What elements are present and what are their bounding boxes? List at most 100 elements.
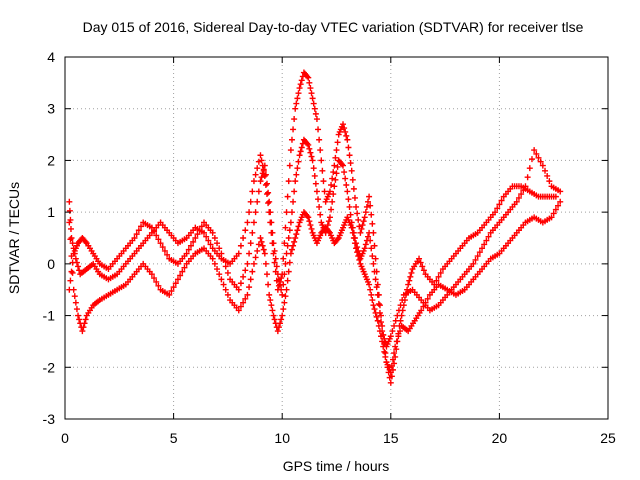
data-point	[345, 144, 352, 151]
data-point	[375, 322, 382, 329]
data-point	[328, 181, 335, 188]
data-point	[378, 333, 385, 340]
data-point	[355, 216, 362, 223]
data-point	[367, 286, 374, 293]
data-point	[81, 320, 88, 327]
data-point	[395, 333, 402, 340]
data-point	[67, 277, 74, 284]
data-point	[271, 247, 278, 254]
data-point	[262, 260, 269, 267]
data-point	[485, 233, 492, 240]
data-point	[354, 249, 361, 256]
data-point	[353, 203, 360, 210]
data-point	[544, 172, 551, 179]
data-point	[533, 150, 540, 157]
data-point	[331, 162, 338, 169]
data-point	[364, 198, 371, 205]
data-point	[179, 268, 186, 275]
data-point	[304, 213, 311, 220]
data-point	[294, 95, 301, 102]
data-point	[292, 178, 299, 185]
data-point	[209, 229, 216, 236]
data-point	[66, 198, 73, 205]
data-point	[192, 235, 199, 241]
data-point	[341, 125, 348, 132]
data-point	[194, 231, 201, 238]
data-point	[244, 260, 251, 267]
data-point	[531, 147, 538, 154]
data-point	[73, 306, 80, 313]
data-point	[334, 236, 341, 243]
data-point	[282, 260, 289, 267]
plot-frame	[64, 56, 609, 420]
data-point	[263, 271, 270, 278]
data-point	[397, 302, 404, 309]
data-point	[283, 286, 290, 293]
data-point	[367, 237, 374, 244]
data-point	[361, 214, 368, 221]
data-point	[309, 95, 316, 102]
data-point	[317, 147, 324, 154]
axis-ticks: 0 5 10 15 20 25 -3 -2 -1 0 1 2 3 4	[43, 49, 616, 446]
data-point	[237, 242, 244, 249]
data-point	[374, 291, 381, 298]
data-point	[391, 322, 398, 329]
data-point	[372, 309, 379, 316]
data-point	[222, 286, 229, 293]
data-point	[255, 158, 262, 165]
series-2	[66, 136, 564, 350]
data-point	[196, 227, 203, 234]
data-point	[305, 214, 312, 221]
data-point	[494, 205, 501, 212]
data-point	[520, 187, 527, 194]
data-point	[294, 227, 301, 234]
data-point	[284, 277, 291, 284]
data-point	[244, 219, 251, 226]
data-point	[168, 288, 175, 295]
data-point	[277, 320, 284, 327]
data-point	[66, 207, 73, 214]
data-point	[266, 198, 273, 205]
data-point	[296, 152, 303, 159]
y-tick-label: 1	[47, 204, 55, 220]
data-point	[308, 90, 315, 97]
data-point	[382, 353, 389, 360]
data-point	[369, 220, 376, 227]
data-point	[332, 154, 339, 161]
data-point	[247, 198, 254, 205]
data-point	[312, 180, 319, 187]
data-point	[271, 316, 278, 323]
data-point	[279, 291, 286, 298]
data-point	[330, 191, 337, 198]
data-point	[224, 291, 231, 298]
data-point	[394, 312, 401, 319]
data-point	[151, 228, 158, 235]
data-point	[379, 338, 386, 345]
data-point	[368, 211, 375, 218]
data-point	[342, 175, 349, 182]
data-point	[247, 240, 254, 247]
data-point	[275, 276, 282, 283]
data-point	[258, 238, 265, 245]
y-tick-label: 4	[47, 49, 55, 65]
data-point	[288, 246, 295, 253]
data-point	[138, 223, 145, 230]
data-point	[351, 194, 358, 201]
data-point	[315, 126, 322, 133]
data-point	[376, 302, 383, 309]
data-point	[296, 85, 303, 92]
data-point	[279, 312, 286, 319]
data-point	[68, 253, 75, 260]
data-point	[288, 209, 295, 216]
data-point	[242, 227, 249, 234]
data-point	[269, 229, 276, 236]
data-point	[470, 260, 477, 267]
data-point	[66, 219, 73, 226]
data-point	[69, 259, 76, 266]
data-point	[557, 198, 564, 205]
data-point	[285, 235, 292, 241]
data-point	[346, 152, 353, 159]
data-point	[151, 275, 158, 282]
data-point	[393, 338, 400, 345]
data-point	[422, 299, 429, 306]
